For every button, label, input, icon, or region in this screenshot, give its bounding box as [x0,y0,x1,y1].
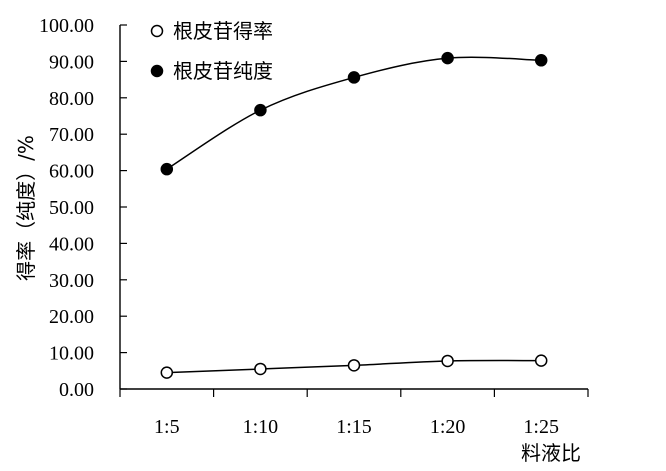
x-tick-label: 1:15 [336,416,372,438]
legend-label: 根皮苷纯度 [173,59,273,83]
y-tick-label: 80.00 [49,88,94,110]
y-tick-label: 40.00 [49,233,94,255]
data-point-open [254,362,267,376]
y-tick-label: 30.00 [49,270,94,292]
axes [119,24,589,397]
y-tick-label: 70.00 [49,124,94,146]
x-tick-label: 1:20 [430,416,466,438]
x-tick-label: 1:10 [243,416,279,438]
data-point-filled [347,71,361,84]
y-tick-label: 10.00 [49,343,94,365]
legend-marker-open [150,24,164,38]
data-point-filled [160,162,174,176]
y-axis-title: 得率（纯度）/% [14,135,38,281]
legend-marker-filled [150,64,164,78]
data-point-filled [441,51,454,65]
data-point-open [160,366,174,379]
y-tick-label: 90.00 [49,51,94,73]
data-point-open [347,359,361,372]
series [160,51,548,379]
x-axis-title: 料液比 [521,441,581,465]
y-tick-label: 100.00 [39,15,94,37]
data-point-filled [534,54,548,67]
y-tick-label: 50.00 [49,197,94,219]
data-point-filled [254,103,267,117]
y-tick-label: 20.00 [49,306,94,328]
data-point-open [441,354,454,368]
x-tick-label: 1:25 [523,416,559,438]
y-tick-label: 0.00 [59,379,94,401]
legend-label: 根皮苷得率 [173,19,273,43]
y-tick-label: 60.00 [49,161,94,183]
tick-labels: 0.00 10.00 20.00 30.00 40.00 50.00 60.00 70.00 8… [39,15,559,438]
x-tick-label: 1:5 [154,416,180,438]
data-point-open [534,354,548,367]
